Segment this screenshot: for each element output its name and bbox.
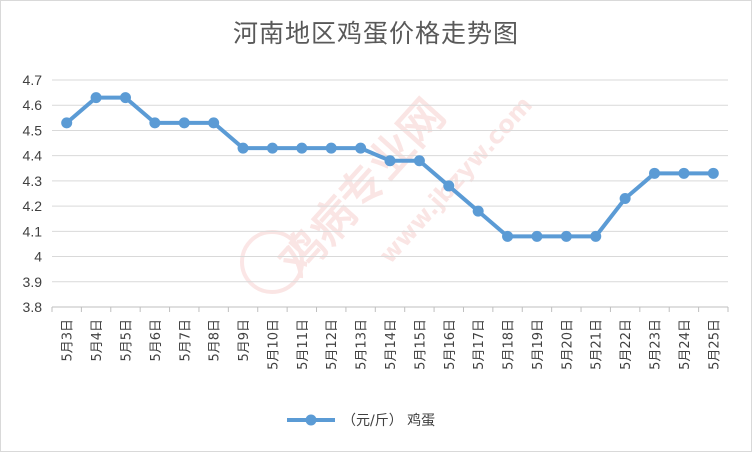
x-tick-label: 5月24日 — [678, 319, 693, 370]
data-point — [355, 142, 367, 154]
data-point — [266, 142, 278, 154]
y-tick-label: 4.5 — [23, 122, 43, 138]
x-tick-label: 5月22日 — [619, 319, 634, 370]
y-tick-label: 4 — [34, 249, 42, 265]
y-tick-label: 3.9 — [23, 274, 43, 290]
x-tick-label: 5月5日 — [119, 319, 134, 362]
data-point — [178, 117, 190, 129]
data-point — [443, 180, 455, 192]
watermark-logo — [240, 230, 304, 294]
data-point — [61, 117, 73, 129]
x-tick-label: 5月4日 — [90, 319, 105, 362]
data-point — [149, 117, 161, 129]
y-axis: 3.8 3.9 4 4.1 4.2 4.3 4.4 4.5 4.6 4.7 — [23, 72, 43, 315]
data-point — [619, 193, 631, 205]
x-tick-label: 5月25日 — [707, 319, 722, 370]
y-tick-label: 4.1 — [23, 223, 43, 239]
y-tick-label: 4.6 — [23, 97, 43, 113]
x-tick-label: 5月19日 — [531, 319, 546, 370]
data-point — [119, 92, 131, 104]
data-point — [237, 142, 249, 154]
data-point — [413, 155, 425, 167]
x-tick-label: 5月15日 — [413, 319, 428, 370]
data-point — [472, 205, 484, 217]
y-tick-label: 3.8 — [23, 299, 43, 315]
data-point — [678, 167, 690, 179]
x-tick-label: 5月18日 — [502, 319, 517, 370]
data-point — [649, 167, 661, 179]
data-point — [325, 142, 337, 154]
watermark: 鸡病专业网 www.jbzyw.com — [240, 90, 538, 294]
x-tick-label: 5月3日 — [61, 319, 76, 362]
data-point — [90, 92, 102, 104]
x-tick-label: 5月7日 — [178, 319, 193, 362]
x-tick-label: 5月21日 — [590, 319, 605, 370]
y-tick-label: 4.2 — [23, 198, 43, 214]
x-tick-label: 5月14日 — [384, 319, 399, 370]
data-point — [590, 230, 602, 242]
x-tick-label: 5月12日 — [325, 319, 340, 370]
x-tick-label: 5月11日 — [296, 319, 311, 370]
legend: （元/斤） 鸡蛋 — [287, 412, 435, 429]
x-tick-label: 5月17日 — [472, 319, 487, 370]
data-point — [502, 230, 514, 242]
data-point — [296, 142, 308, 154]
data-point — [531, 230, 543, 242]
data-point — [208, 117, 220, 129]
x-tick-label: 5月10日 — [266, 319, 281, 370]
chart-title: 河南地区鸡蛋价格走势图 — [232, 19, 519, 48]
watermark-brand: 鸡病专业网 — [270, 90, 455, 288]
data-point — [384, 155, 396, 167]
data-point — [707, 167, 719, 179]
legend-label: （元/斤） 鸡蛋 — [342, 412, 435, 429]
x-tick-label: 5月9日 — [237, 319, 252, 362]
x-tick-label: 5月20日 — [560, 319, 575, 370]
x-tick-label: 5月23日 — [649, 319, 664, 370]
y-tick-label: 4.3 — [23, 173, 43, 189]
y-tick-label: 4.4 — [23, 148, 43, 164]
x-axis: 5月3日 5月4日 5月5日 5月6日 5月7日 5月8日 5月9日 5月10日 5月11日 5月… — [51, 306, 729, 370]
x-tick-label: 5月13日 — [355, 319, 370, 370]
legend-marker — [305, 414, 317, 426]
y-tick-label: 4.7 — [23, 72, 43, 88]
series-eggs — [61, 92, 719, 242]
x-tick-label: 5月8日 — [208, 319, 223, 362]
x-tick-label: 5月16日 — [443, 319, 458, 370]
x-tick-label: 5月6日 — [149, 319, 164, 362]
data-point — [560, 230, 572, 242]
